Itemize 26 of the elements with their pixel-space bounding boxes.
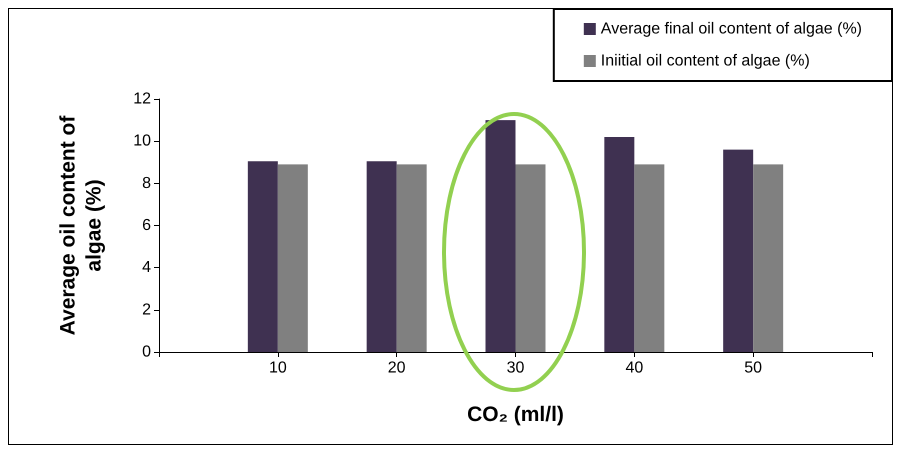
legend-label: Average final oil content of algae (%) — [600, 20, 862, 38]
y-tick-label: 10 — [133, 132, 152, 150]
y-tick-label: 4 — [142, 259, 152, 276]
y-tick-label: 12 — [133, 90, 152, 108]
bar — [516, 164, 546, 352]
x-tick-label: 40 — [625, 360, 644, 376]
legend-label: Iniitial oil content of algae (%) — [600, 52, 810, 70]
x-tick-label: 50 — [744, 360, 762, 376]
bar — [486, 120, 516, 352]
x-tick-label: 30 — [506, 360, 524, 376]
y-tick-label: 2 — [142, 301, 152, 318]
x-tick-label: 20 — [388, 360, 406, 376]
x-tick-label: 10 — [268, 360, 287, 376]
bar — [396, 164, 427, 352]
bar — [604, 136, 634, 352]
y-tick-label: 8 — [142, 174, 152, 192]
y-tick-label: 6 — [142, 217, 152, 234]
bar — [753, 164, 784, 352]
x-axis-title: CO₂ (ml/l) — [467, 403, 564, 426]
bar — [723, 150, 754, 352]
bar — [634, 164, 664, 352]
bar — [278, 164, 308, 352]
y-axis-title: Average oil content of algae (%) — [56, 114, 106, 336]
bar — [366, 161, 397, 352]
bar — [248, 161, 278, 352]
y-tick-label: 0 — [142, 344, 152, 360]
